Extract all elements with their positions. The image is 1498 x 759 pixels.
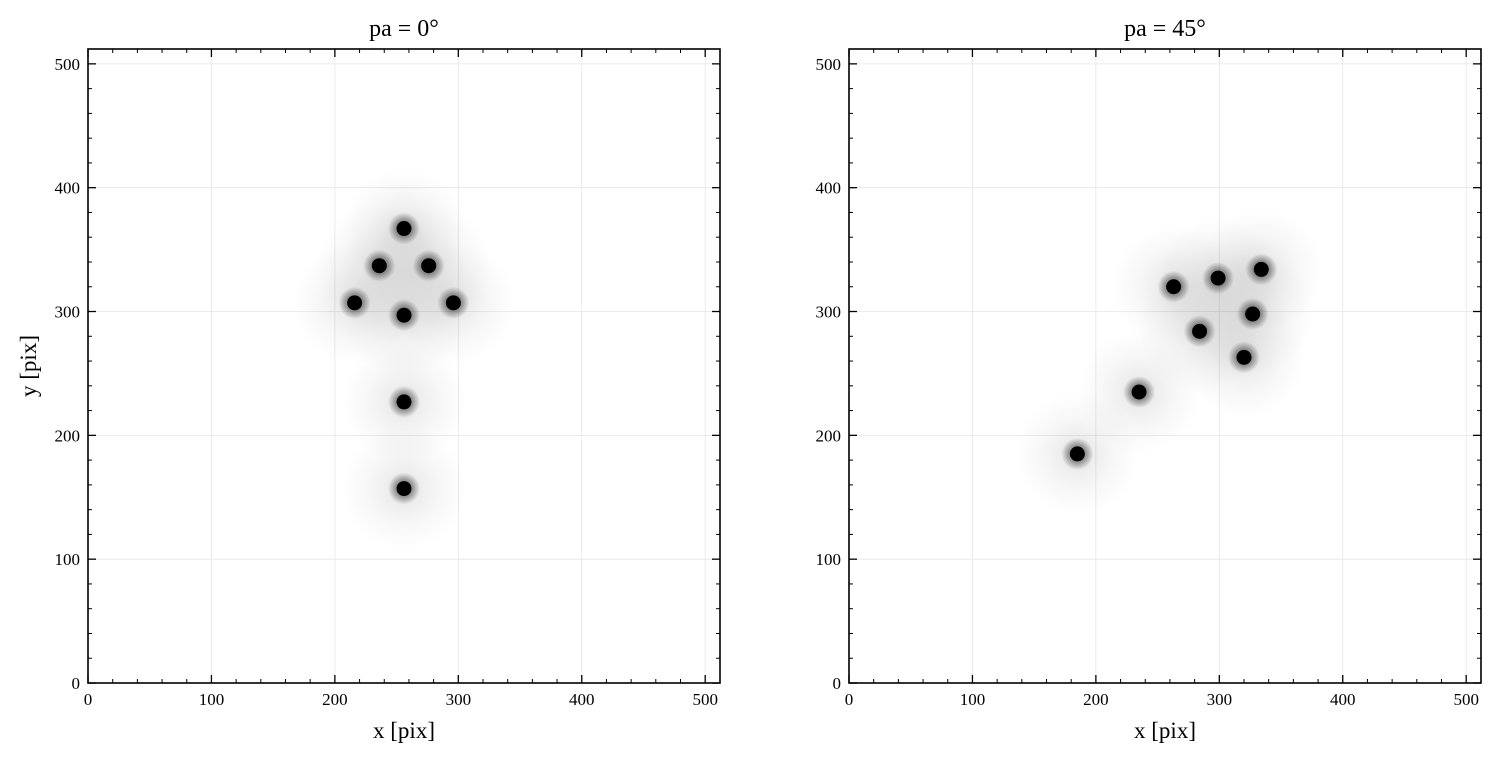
y-tick-label: 100 [55, 550, 81, 569]
ticks: 0 100 200 300 400 500 0 100 200 300 400 500 [816, 49, 1481, 709]
source-core [396, 307, 412, 323]
y-tick-label: 0 [833, 674, 842, 693]
x-tick-label: 300 [446, 690, 472, 709]
source-core [1069, 446, 1085, 462]
y-tick-label: 100 [816, 550, 842, 569]
x-tick-label: 500 [1453, 690, 1479, 709]
source-point [1182, 295, 1306, 420]
x-tick-label: 400 [569, 690, 595, 709]
source-core [396, 394, 412, 410]
y-tick-label: 200 [816, 426, 842, 445]
ticks: 0 100 200 300 400 500 0 100 200 300 400 500 [55, 49, 720, 709]
sources [1015, 207, 1324, 516]
source-point [342, 253, 466, 378]
source-core [396, 481, 412, 497]
source-point [342, 426, 466, 551]
sources [292, 166, 516, 551]
source-core [1236, 349, 1252, 365]
y-tick-label: 400 [55, 179, 81, 198]
y-tick-label: 300 [816, 303, 842, 322]
x-tick-label: 500 [692, 690, 718, 709]
x-axis-label: x [pix] [373, 718, 435, 743]
x-tick-label: 100 [199, 690, 225, 709]
x-tick-label: 0 [84, 690, 93, 709]
source-core [1131, 384, 1147, 400]
y-tick-label: 400 [816, 179, 842, 198]
source-point [342, 339, 466, 464]
axes-frame [87, 48, 721, 684]
y-tick-label: 500 [55, 55, 81, 74]
panel-title: pa = 0° [369, 16, 439, 42]
y-tick-label: 300 [55, 303, 81, 322]
y-tick-label: 500 [816, 55, 842, 74]
panel-pa-45: pa = 45° 0 100 200 300 400 500 0 100 200 300 400 50… [816, 16, 1482, 743]
x-tick-label: 300 [1207, 690, 1233, 709]
x-axis-label: x [pix] [1134, 718, 1196, 743]
x-tick-label: 200 [1083, 690, 1109, 709]
y-tick-label: 0 [72, 674, 81, 693]
x-tick-label: 200 [322, 690, 348, 709]
x-tick-label: 100 [960, 690, 986, 709]
source-point [1015, 391, 1140, 516]
y-axis-label: y [pix] [16, 335, 41, 397]
y-tick-label: 200 [55, 426, 81, 445]
axes-frame [848, 48, 1482, 684]
x-tick-label: 0 [845, 690, 854, 709]
x-tick-label: 400 [1330, 690, 1356, 709]
panel-pa-0: pa = 0° 0 100 200 300 400 500 0 100 200 300 400 500… [16, 16, 721, 743]
panel-title: pa = 45° [1124, 16, 1206, 42]
